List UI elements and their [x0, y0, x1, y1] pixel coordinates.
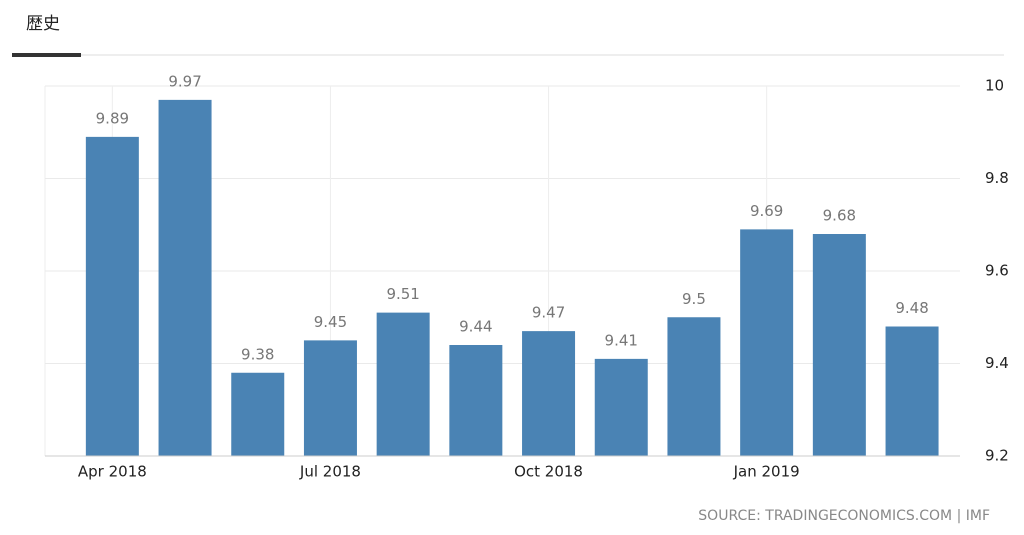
- tab-underline: [12, 53, 81, 57]
- bar: [812, 234, 866, 456]
- bar: [231, 372, 285, 456]
- x-tick-label: Jul 2018: [299, 463, 361, 481]
- value-label: 9.38: [241, 345, 274, 363]
- bar: [376, 312, 430, 456]
- y-tick-label: 9.2: [985, 447, 1009, 465]
- bar: [158, 99, 212, 456]
- tab-title[interactable]: 歴史: [26, 14, 60, 34]
- y-tick-label: 9.8: [985, 169, 1009, 187]
- value-label: 9.41: [605, 331, 638, 349]
- bar: [85, 136, 139, 456]
- x-tick-label: Apr 2018: [78, 463, 147, 481]
- value-label: 9.48: [895, 299, 928, 317]
- value-label: 9.51: [386, 285, 419, 303]
- bar: [594, 358, 648, 456]
- value-label: 9.68: [823, 207, 856, 225]
- value-label: 9.69: [750, 202, 783, 220]
- value-label: 9.44: [459, 318, 492, 336]
- value-label: 9.45: [314, 313, 347, 331]
- x-tick-label: Oct 2018: [514, 463, 583, 481]
- value-label: 9.5: [682, 290, 706, 308]
- bar: [303, 340, 357, 456]
- bar: [885, 326, 939, 456]
- y-tick-label: 10: [985, 77, 1004, 95]
- bar: [667, 317, 721, 456]
- bar: [740, 229, 794, 456]
- value-label: 9.47: [532, 304, 565, 322]
- y-tick-label: 9.4: [985, 354, 1009, 372]
- bar: [449, 345, 503, 456]
- bar: [522, 331, 576, 456]
- source: SOURCE: TRADINGECONOMICS.COM | IMF: [698, 508, 990, 524]
- x-tick-label: Jan 2019: [733, 463, 800, 481]
- value-label: 9.89: [96, 109, 129, 127]
- y-tick-label: 9.6: [985, 262, 1009, 280]
- value-label: 9.97: [168, 72, 201, 90]
